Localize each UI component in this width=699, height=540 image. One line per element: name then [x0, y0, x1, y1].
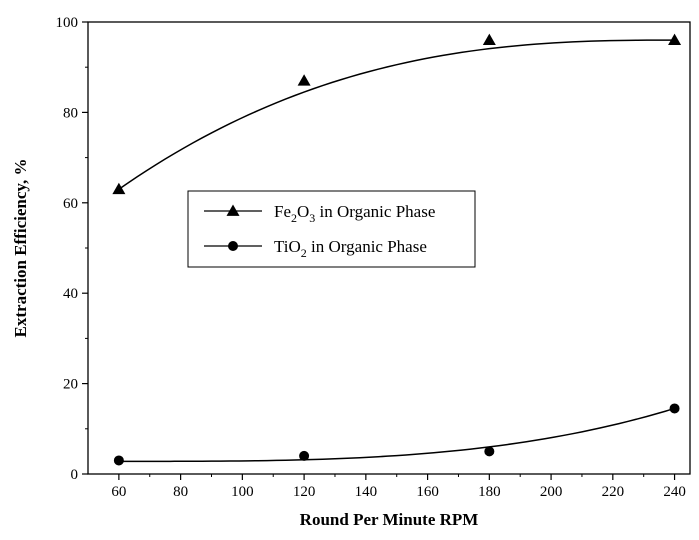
legend-marker-triangle [226, 204, 240, 216]
x-tick-label: 200 [540, 484, 563, 500]
x-tick-label: 140 [355, 484, 378, 500]
data-point-triangle [297, 74, 311, 86]
x-tick-label: 240 [663, 484, 686, 500]
legend: Fe2O3 in Organic Phase TiO2 in Organic Ph… [187, 190, 476, 268]
legend-box [187, 190, 476, 268]
x-tick-label: 120 [293, 484, 316, 500]
axis-ticks [82, 21, 676, 480]
y-tick-label: 0 [71, 467, 79, 483]
y-tick-label: 60 [63, 196, 78, 212]
tick-labels: 60 80 100 120 140 160 180 200 220 240 0 20 40 60 80 100 [56, 15, 686, 500]
x-tick-label: 60 [111, 484, 126, 500]
data-point-triangle [668, 33, 682, 45]
x-tick-label: 180 [478, 484, 501, 500]
fit-curves [118, 39, 675, 463]
y-tick-label: 40 [63, 286, 78, 302]
data-point-circle [669, 403, 680, 414]
legend-label: TiO2 in Organic Phase [274, 237, 427, 260]
y-tick-label: 20 [63, 377, 78, 393]
legend-label: Fe2O3 in Organic Phase [274, 202, 435, 225]
x-tick-label: 160 [416, 484, 439, 500]
data-point-triangle [482, 33, 496, 45]
fit-curve-circle [118, 407, 675, 463]
legend-marker-circle [228, 241, 238, 251]
x-tick-label: 220 [602, 484, 625, 500]
x-tick-label: 100 [231, 484, 254, 500]
data-point-circle [299, 450, 310, 461]
x-axis-title: Round Per Minute RPM [300, 510, 479, 529]
data-point-circle [113, 455, 124, 466]
fit-curve-triangle [118, 39, 675, 190]
x-tick-label: 80 [173, 484, 188, 500]
data-point-triangle [112, 182, 126, 195]
y-axis-title: Extraction Efficiency, % [11, 159, 30, 338]
data-point-circle [484, 446, 495, 457]
y-tick-label: 100 [56, 15, 79, 31]
y-tick-label: 80 [63, 105, 78, 121]
data-markers [112, 33, 682, 466]
